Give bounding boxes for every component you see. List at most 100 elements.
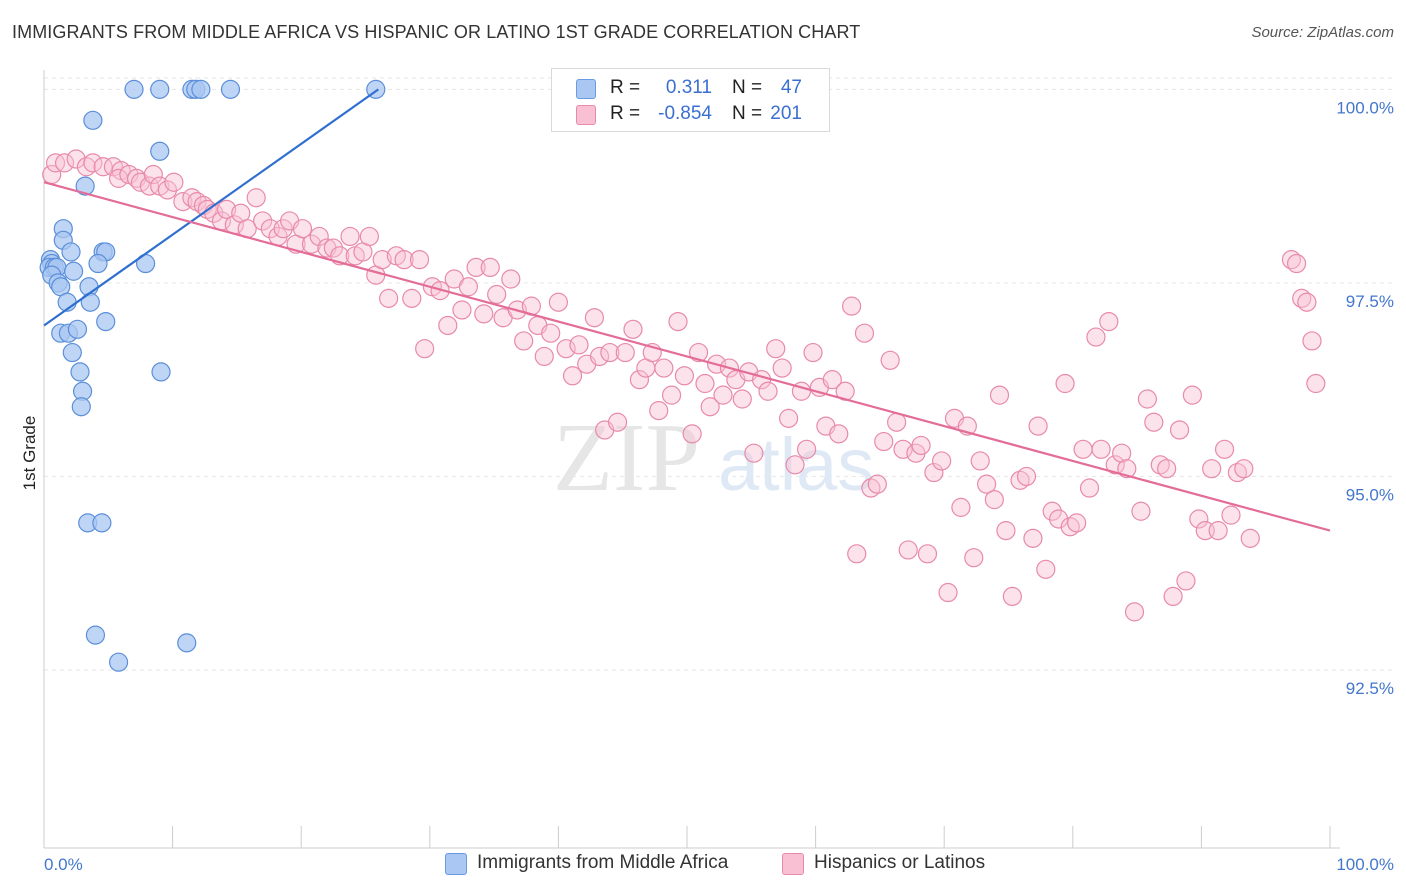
data-point-middle-africa <box>88 253 108 274</box>
data-point-hispanic <box>951 497 971 517</box>
data-point-hispanic <box>466 257 486 278</box>
data-point-hispanic <box>1144 412 1164 432</box>
data-point-hispanic <box>292 219 313 239</box>
data-point-hispanic <box>911 435 931 456</box>
data-point-hispanic <box>1036 559 1056 579</box>
data-point-hispanic <box>607 412 628 432</box>
bottom-legend-swatch-pink <box>782 853 804 875</box>
data-point-hispanic <box>514 331 534 351</box>
data-point-hispanic <box>556 339 576 359</box>
x-tick-label-min: 0.0% <box>44 855 83 874</box>
data-point-hispanic <box>682 424 702 444</box>
legend-swatch-blue <box>576 79 596 99</box>
data-point-hispanic <box>970 451 990 471</box>
trend-line-middle-africa <box>43 88 379 327</box>
data-point-hispanic <box>744 443 764 463</box>
bottom-legend-label-pink: Hispanics or Latinos <box>814 852 986 873</box>
data-point-hispanic <box>654 358 674 378</box>
data-point-hispanic <box>1137 389 1157 409</box>
legend-n-value: 47 <box>780 77 802 98</box>
data-point-hispanic <box>569 335 589 355</box>
data-point-middle-africa <box>150 79 170 99</box>
data-point-hispanic <box>1306 373 1326 394</box>
data-point-hispanic <box>1079 478 1100 498</box>
data-point-hispanic <box>778 408 799 428</box>
data-point-hispanic <box>1176 571 1196 591</box>
data-point-hispanic <box>1086 327 1106 347</box>
data-point-hispanic <box>394 250 414 270</box>
chart-title: IMMIGRANTS FROM MIDDLE AFRICA VS HISPANI… <box>12 22 861 42</box>
y-tick-label: 92.5% <box>1346 679 1394 698</box>
data-point-hispanic <box>246 188 266 208</box>
data-point-hispanic <box>1016 466 1037 487</box>
legend-n-label: N = <box>732 103 763 124</box>
data-point-hispanic <box>623 319 643 339</box>
data-point-hispanic <box>589 346 610 367</box>
data-point-hispanic <box>253 211 273 231</box>
data-point-hispanic <box>1189 509 1209 529</box>
data-point-hispanic <box>1042 501 1062 521</box>
legend-n-value: 201 <box>770 103 802 124</box>
data-point-hispanic <box>1073 439 1093 459</box>
watermark-atlas: atlas <box>718 423 874 506</box>
data-point-hispanic <box>732 389 752 409</box>
data-point-hispanic <box>584 308 605 328</box>
data-point-hispanic <box>1163 586 1183 607</box>
data-point-hispanic <box>615 342 635 363</box>
data-point-hispanic <box>1182 385 1202 405</box>
y-tick-labels: 100.0% 97.5% 95.0% 92.5% <box>1336 98 1394 698</box>
data-point-hispanic <box>139 176 160 196</box>
data-point-hispanic <box>867 474 887 494</box>
data-point-hispanic <box>1202 459 1222 479</box>
data-point-middle-africa <box>70 362 90 382</box>
data-point-hispanic <box>452 300 472 320</box>
data-point-hispanic <box>562 366 583 386</box>
data-point-hispanic <box>1099 311 1119 332</box>
legend-row-pink: R = -0.854 N = 201 <box>552 101 829 127</box>
data-point-hispanic <box>1091 439 1111 459</box>
data-point-hispanic <box>458 277 478 297</box>
data-point-hispanic <box>1002 586 1022 607</box>
data-point-hispanic <box>164 172 184 192</box>
data-point-middle-africa <box>62 342 82 363</box>
data-point-middle-africa <box>96 311 116 332</box>
data-point-hispanic <box>629 370 650 390</box>
data-point-middle-africa <box>150 141 170 161</box>
data-point-hispanic <box>688 342 709 363</box>
data-point-hispanic <box>1117 459 1137 479</box>
data-point-hispanic <box>1124 602 1145 622</box>
data-point-hispanic <box>1302 331 1322 351</box>
y-tick-label: 97.5% <box>1346 292 1394 311</box>
data-point-hispanic <box>340 226 360 247</box>
data-point-hispanic <box>674 366 695 386</box>
data-point-hispanic <box>772 358 792 378</box>
data-point-hispanic <box>803 342 823 363</box>
bottom-legend-swatch-blue <box>445 853 467 875</box>
data-point-hispanic <box>847 544 867 564</box>
series-immigrants-from-middle-africa <box>39 79 386 672</box>
data-point-middle-africa <box>61 242 81 262</box>
data-point-hispanic <box>1112 443 1132 463</box>
data-point-hispanic <box>1023 528 1043 548</box>
data-point-hispanic <box>796 439 817 459</box>
data-point-middle-africa <box>124 79 144 99</box>
legend-r-label: R = <box>610 77 641 98</box>
data-point-middle-africa <box>67 319 88 339</box>
source-label: Source: ZipAtlas.com <box>1251 24 1394 41</box>
data-point-middle-africa <box>151 362 171 382</box>
data-point-hispanic <box>402 288 422 308</box>
data-point-hispanic <box>359 226 379 247</box>
data-point-middle-africa <box>177 633 197 653</box>
bottom-legend: Immigrants from Middle Africa Hispanics … <box>0 852 1406 878</box>
data-point-middle-africa <box>75 176 95 196</box>
data-point-hispanic <box>924 462 944 483</box>
data-point-hispanic <box>54 153 75 173</box>
data-point-hispanic <box>700 397 720 417</box>
data-point-hispanic <box>83 153 103 173</box>
data-point-hispanic <box>1234 459 1254 479</box>
data-point-hispanic <box>1131 501 1151 521</box>
data-point-hispanic <box>480 257 500 278</box>
data-point-hispanic <box>766 339 786 359</box>
data-point-hispanic <box>301 234 322 254</box>
